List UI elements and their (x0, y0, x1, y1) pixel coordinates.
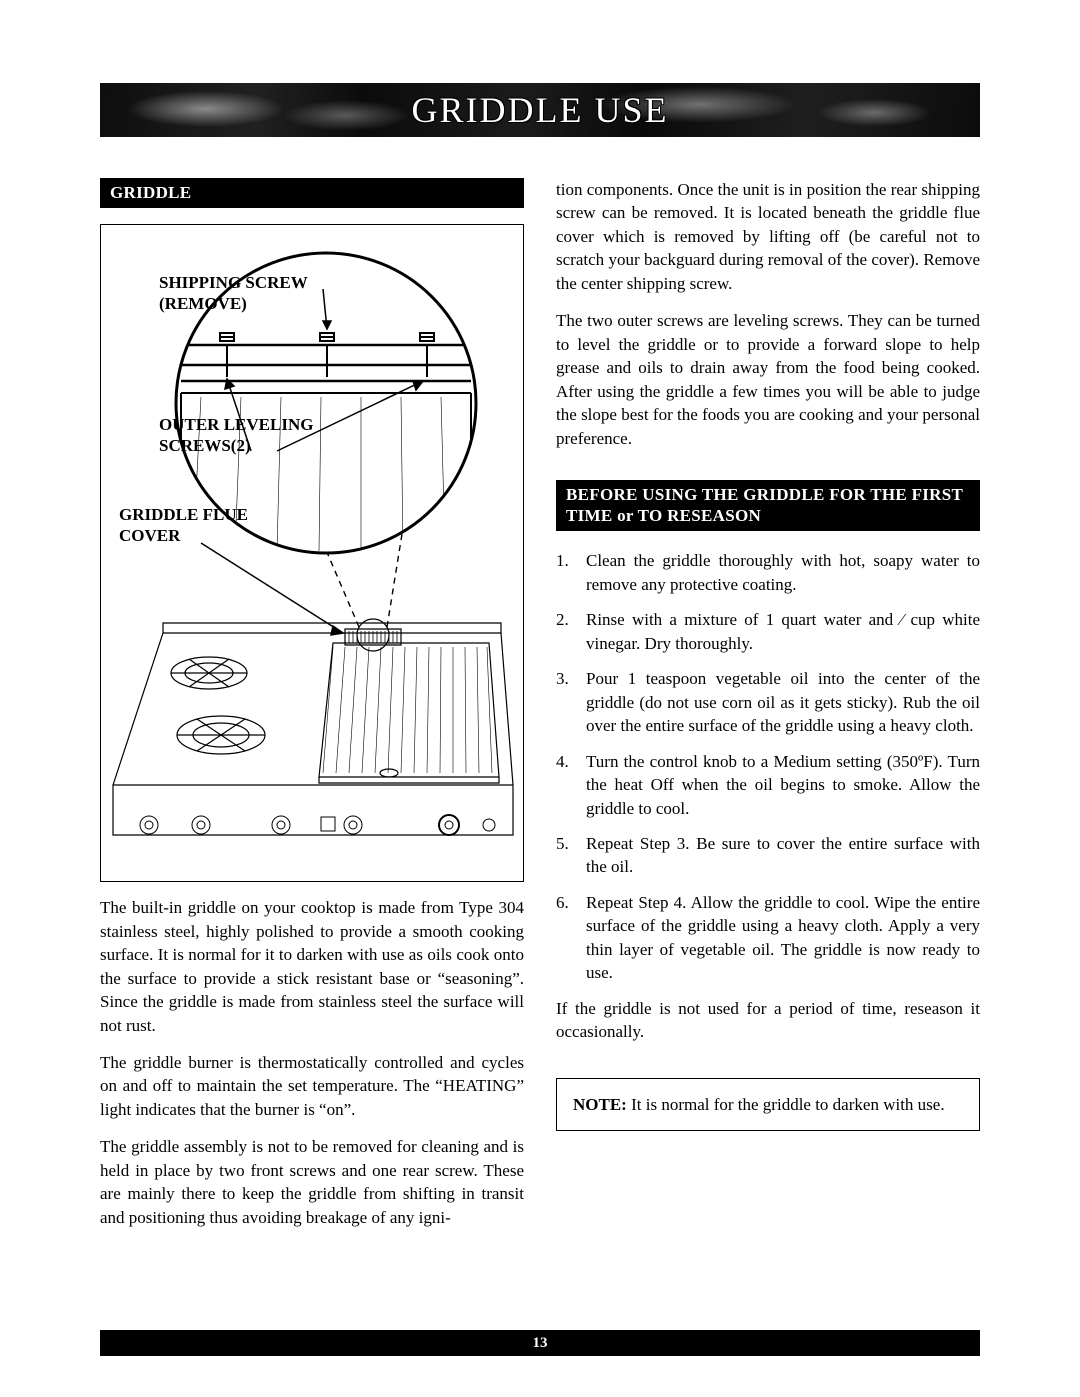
left-para-3: The griddle assembly is not to be remove… (100, 1135, 524, 1229)
diagram-svg (101, 225, 524, 882)
callout-flue-cover: GRIDDLE FLUECOVER (119, 505, 248, 546)
note-box: NOTE: It is normal for the griddle to da… (556, 1078, 980, 1131)
callout-shipping-screw: SHIPPING SCREW(REMOVE) (159, 273, 308, 314)
callout-text: SHIPPING SCREW(REMOVE) (159, 273, 308, 312)
left-para-1: The built-in griddle on your cooktop is … (100, 896, 524, 1037)
seasoning-steps: Clean the griddle thoroughly with hot, s… (556, 549, 980, 984)
step-item: Rinse with a mixture of 1 quart water an… (556, 608, 980, 655)
section-heading-before-use: BEFORE USING THE GRIDDLE FOR THE FIRST T… (556, 480, 980, 532)
callout-outer-leveling: OUTER LEVELINGSCREWS(2) (159, 415, 313, 456)
page-footer: 13 (100, 1330, 980, 1356)
note-label: NOTE: (573, 1095, 627, 1114)
page-banner: GRIDDLE USE (100, 83, 980, 137)
step-item: Repeat Step 4. Allow the griddle to cool… (556, 891, 980, 985)
step-item: Pour 1 teaspoon vegetable oil into the c… (556, 667, 980, 737)
step-item: Clean the griddle thoroughly with hot, s… (556, 549, 980, 596)
after-steps-para: If the griddle is not used for a period … (556, 997, 980, 1044)
left-para-2: The griddle burner is thermostatically c… (100, 1051, 524, 1121)
right-para-2: The two outer screws are leveling screws… (556, 309, 980, 450)
callout-text: OUTER LEVELINGSCREWS(2) (159, 415, 313, 454)
right-para-1: tion components. Once the unit is in pos… (556, 178, 980, 295)
griddle-diagram: SHIPPING SCREW(REMOVE) OUTER LEVELINGSCR… (100, 224, 524, 882)
left-column: GRIDDLE SHIPPING SCREW(REMOVE) OUTER LEV… (100, 178, 524, 1229)
right-column: tion components. Once the unit is in pos… (556, 178, 980, 1229)
step-item: Repeat Step 3. Be sure to cover the enti… (556, 832, 980, 879)
step-item: Turn the control knob to a Medium settin… (556, 750, 980, 820)
page-number: 13 (533, 1335, 548, 1352)
note-text: It is normal for the griddle to darken w… (627, 1095, 945, 1114)
section-heading-griddle: GRIDDLE (100, 178, 524, 208)
manual-page: GRIDDLE USE GRIDDLE SHIPPING SCREW(REMOV… (0, 0, 1080, 1397)
callout-text: GRIDDLE FLUECOVER (119, 505, 248, 544)
content-columns: GRIDDLE SHIPPING SCREW(REMOVE) OUTER LEV… (100, 178, 980, 1229)
page-title: GRIDDLE USE (412, 89, 669, 131)
